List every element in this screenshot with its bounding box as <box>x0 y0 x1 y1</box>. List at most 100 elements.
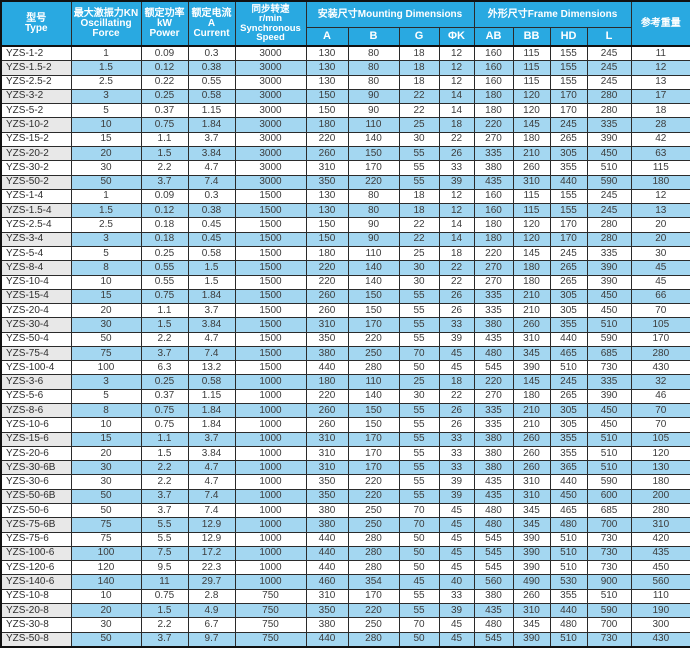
value-cell: 42 <box>630 131 690 147</box>
table-row: YZS-30-6 30 2.2 4.7 1000 350 220 55 39 435 310 440 5… <box>0 474 690 490</box>
value-cell: 380 <box>473 445 514 462</box>
value-cell: 0.45 <box>187 217 236 233</box>
table-row: YZS-20-2 20 1.5 3.84 3000 260 150 55 26 335 210 305… <box>0 145 690 162</box>
value-cell: 1.5 <box>140 602 189 619</box>
value-cell: 450 <box>549 488 588 505</box>
value-cell: 70 <box>630 403 690 419</box>
value-cell: 260 <box>305 288 349 305</box>
value-cell: 220 <box>305 131 349 147</box>
value-cell: 245 <box>586 74 632 90</box>
value-cell: 1000 <box>234 502 307 519</box>
value-cell: 1500 <box>234 217 307 233</box>
value-cell: 300 <box>630 617 690 633</box>
value-cell: 40 <box>438 574 475 590</box>
model-type-cell: YZS-3-2 <box>0 88 72 105</box>
value-cell: 1000 <box>234 460 307 476</box>
value-cell: 45 <box>438 517 475 533</box>
value-cell: 12 <box>438 203 475 219</box>
value-cell: 18 <box>398 188 440 205</box>
value-cell: 1.5 <box>140 445 189 462</box>
value-cell: 380 <box>473 317 514 333</box>
value-cell: 50 <box>70 488 142 505</box>
value-cell: 1000 <box>234 403 307 419</box>
value-cell: 115 <box>512 188 551 205</box>
value-cell: 510 <box>586 445 632 462</box>
value-cell: 1500 <box>234 245 307 262</box>
value-cell: 50 <box>398 560 440 576</box>
value-cell: 7.4 <box>187 174 236 190</box>
value-cell: 30 <box>70 317 142 333</box>
value-cell: 170 <box>630 331 690 347</box>
model-type-cell: YZS-2.5-4 <box>0 217 72 233</box>
value-cell: 220 <box>305 274 349 290</box>
value-cell: 310 <box>512 331 551 347</box>
value-cell: 10 <box>70 588 142 604</box>
value-cell: 0.37 <box>140 388 189 405</box>
value-cell: 100 <box>70 360 142 376</box>
value-cell: 120 <box>512 88 551 105</box>
value-cell: 1500 <box>234 188 307 205</box>
value-cell: 3.7 <box>187 131 236 147</box>
value-cell: 435 <box>473 331 514 347</box>
value-cell: 18 <box>438 245 475 262</box>
value-cell: 14 <box>438 88 475 105</box>
model-type-cell: YZS-15-6 <box>0 431 72 447</box>
value-cell: 155 <box>549 74 588 90</box>
value-cell: 170 <box>347 160 400 176</box>
value-cell: 130 <box>305 60 349 76</box>
value-cell: 0.12 <box>140 203 189 219</box>
value-cell: 490 <box>512 574 551 590</box>
value-cell: 335 <box>586 245 632 262</box>
value-cell: 3.7 <box>140 502 189 519</box>
value-cell: 130 <box>305 188 349 205</box>
model-type-cell: YZS-1.5-2 <box>0 60 72 76</box>
value-cell: 450 <box>586 403 632 419</box>
value-cell: 280 <box>347 360 400 376</box>
model-type-cell: YZS-75-6B <box>0 517 72 533</box>
value-cell: 170 <box>549 103 588 119</box>
model-type-cell: YZS-5-2 <box>0 103 72 119</box>
value-cell: 510 <box>549 545 588 562</box>
value-cell: 530 <box>549 574 588 590</box>
value-cell: 465 <box>549 502 588 519</box>
value-cell: 70 <box>398 502 440 519</box>
value-cell: 220 <box>305 260 349 276</box>
value-cell: 20 <box>630 217 690 233</box>
value-cell: 170 <box>347 445 400 462</box>
value-cell: 13.2 <box>187 360 236 376</box>
value-cell: 55 <box>398 460 440 476</box>
value-cell: 3.7 <box>187 303 236 319</box>
value-cell: 3.84 <box>187 317 236 333</box>
value-cell: 380 <box>473 160 514 176</box>
value-cell: 4.9 <box>187 602 236 619</box>
value-cell: 130 <box>305 203 349 219</box>
value-cell: 260 <box>305 145 349 162</box>
value-cell: 510 <box>586 460 632 476</box>
value-cell: 22 <box>438 388 475 405</box>
header-dim-l: L <box>586 27 632 47</box>
value-cell: 55 <box>398 145 440 162</box>
value-cell: 450 <box>586 417 632 433</box>
value-cell: 545 <box>473 360 514 376</box>
model-type-cell: YZS-20-2 <box>0 145 72 162</box>
value-cell: 115 <box>512 60 551 76</box>
model-type-cell: YZS-1-2 <box>0 45 72 62</box>
value-cell: 180 <box>630 174 690 190</box>
table-header: 型号 Type 最大激振力KN Oscillating Force 额定功率 k… <box>0 0 690 47</box>
table-row: YZS-140-6 140 11 29.7 1000 460 354 45 40 560 490 53… <box>0 574 690 590</box>
value-cell: 1500 <box>234 345 307 362</box>
value-cell: 150 <box>305 217 349 233</box>
value-cell: 2.2 <box>140 160 189 176</box>
value-cell: 155 <box>549 45 588 62</box>
value-cell: 210 <box>512 288 551 305</box>
value-cell: 190 <box>630 602 690 619</box>
value-cell: 260 <box>512 445 551 462</box>
value-cell: 0.25 <box>140 245 189 262</box>
value-cell: 45 <box>438 502 475 519</box>
value-cell: 145 <box>512 374 551 390</box>
value-cell: 355 <box>549 431 588 447</box>
value-cell: 12.9 <box>187 517 236 533</box>
value-cell: 70 <box>398 517 440 533</box>
value-cell: 7.4 <box>187 502 236 519</box>
value-cell: 120 <box>512 217 551 233</box>
